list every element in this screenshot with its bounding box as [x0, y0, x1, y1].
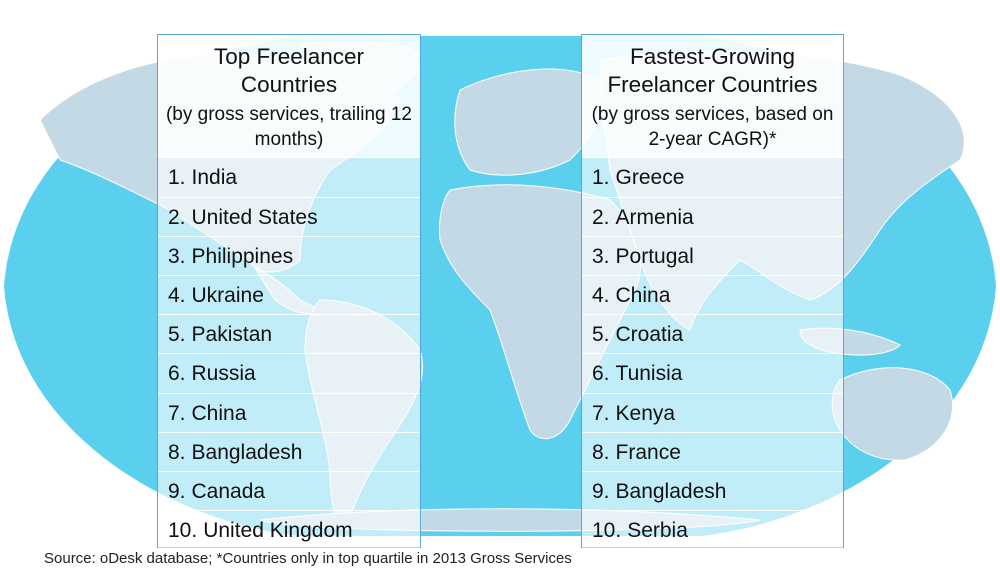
list-item: 8. Bangladesh [158, 431, 420, 471]
country-name: Pakistan [191, 323, 273, 347]
country-name: Tunisia [615, 362, 683, 386]
rank-number: 2. [168, 206, 186, 230]
panel-header: Fastest-Growing Freelancer Countries (by… [582, 35, 843, 158]
list-item: 2. Armenia [582, 197, 843, 237]
country-name: Bangladesh [191, 440, 303, 464]
rank-number: 5. [168, 323, 186, 347]
country-name: China [191, 401, 247, 425]
list-item: 1. Greece [582, 158, 843, 198]
rank-number: 10. [168, 518, 198, 542]
rank-number: 7. [168, 401, 186, 425]
list-item: 3. Philippines [158, 236, 420, 276]
list-item: 6. Tunisia [582, 353, 843, 393]
rank-number: 1. [168, 166, 186, 189]
rank-number: 6. [592, 362, 610, 386]
rank-number: 4. [592, 284, 610, 308]
panel-header: Top Freelancer Countries (by gross servi… [158, 35, 420, 158]
ranking-list: 1. India 2. United States 3. Philippines 4.… [158, 158, 420, 549]
rank-number: 10. [592, 518, 622, 542]
list-item: 4. China [582, 275, 843, 315]
country-name: Canada [191, 479, 266, 503]
list-item: 7. Kenya [582, 392, 843, 432]
panel-title: Fastest-Growing Freelancer Countries [607, 44, 818, 97]
rank-number: 7. [592, 401, 610, 425]
rank-number: 9. [168, 479, 186, 503]
country-name: Croatia [615, 323, 684, 347]
country-name: China [615, 284, 671, 308]
country-name: United Kingdom [203, 518, 353, 542]
rank-number: 1. [592, 166, 610, 189]
europe-shape [454, 68, 604, 176]
country-name: India [191, 166, 238, 189]
list-item: 5. Pakistan [158, 314, 420, 354]
country-name: Ukraine [191, 284, 264, 308]
rank-number: 2. [592, 206, 610, 230]
country-name: Kenya [615, 401, 676, 425]
country-name: France [615, 440, 681, 464]
panel-subtitle: (by gross services, based on 2-year CAGR… [591, 104, 834, 150]
country-name: Armenia [615, 206, 694, 230]
list-item: 9. Bangladesh [582, 470, 843, 510]
country-name: Russia [191, 362, 256, 386]
fastest-growing-countries-panel: Fastest-Growing Freelancer Countries (by… [581, 34, 844, 549]
list-item: 10. United Kingdom [158, 509, 420, 549]
country-name: Bangladesh [615, 479, 727, 503]
ranking-list: 1. Greece 2. Armenia 3. Portugal 4. China 5.… [582, 158, 843, 549]
panel-subtitle: (by gross services, trailing 12 months) [165, 104, 413, 150]
country-name: United States [191, 206, 318, 230]
rank-number: 4. [168, 284, 186, 308]
rank-number: 6. [168, 362, 186, 386]
rank-number: 3. [168, 245, 186, 269]
country-name: Serbia [627, 518, 688, 542]
list-item: 2. United States [158, 197, 420, 237]
list-item: 7. China [158, 392, 420, 432]
list-item: 3. Portugal [582, 236, 843, 276]
list-item: 10. Serbia [582, 509, 843, 549]
rank-number: 9. [592, 479, 610, 503]
country-name: Greece [615, 166, 685, 189]
rank-number: 8. [592, 440, 610, 464]
top-freelancer-countries-panel: Top Freelancer Countries (by gross servi… [157, 34, 421, 549]
list-item: 6. Russia [158, 353, 420, 393]
list-item: 8. France [582, 431, 843, 471]
rank-number: 8. [168, 440, 186, 464]
rank-number: 3. [592, 245, 610, 269]
list-item: 4. Ukraine [158, 275, 420, 315]
rank-number: 5. [592, 323, 610, 347]
list-item: 5. Croatia [582, 314, 843, 354]
source-note: Source: oDesk database; *Countries only … [44, 550, 572, 567]
list-item: 1. India [158, 158, 420, 198]
panel-title: Top Freelancer Countries [213, 44, 365, 97]
list-item: 9. Canada [158, 470, 420, 510]
country-name: Portugal [615, 245, 694, 269]
country-name: Philippines [191, 245, 294, 269]
